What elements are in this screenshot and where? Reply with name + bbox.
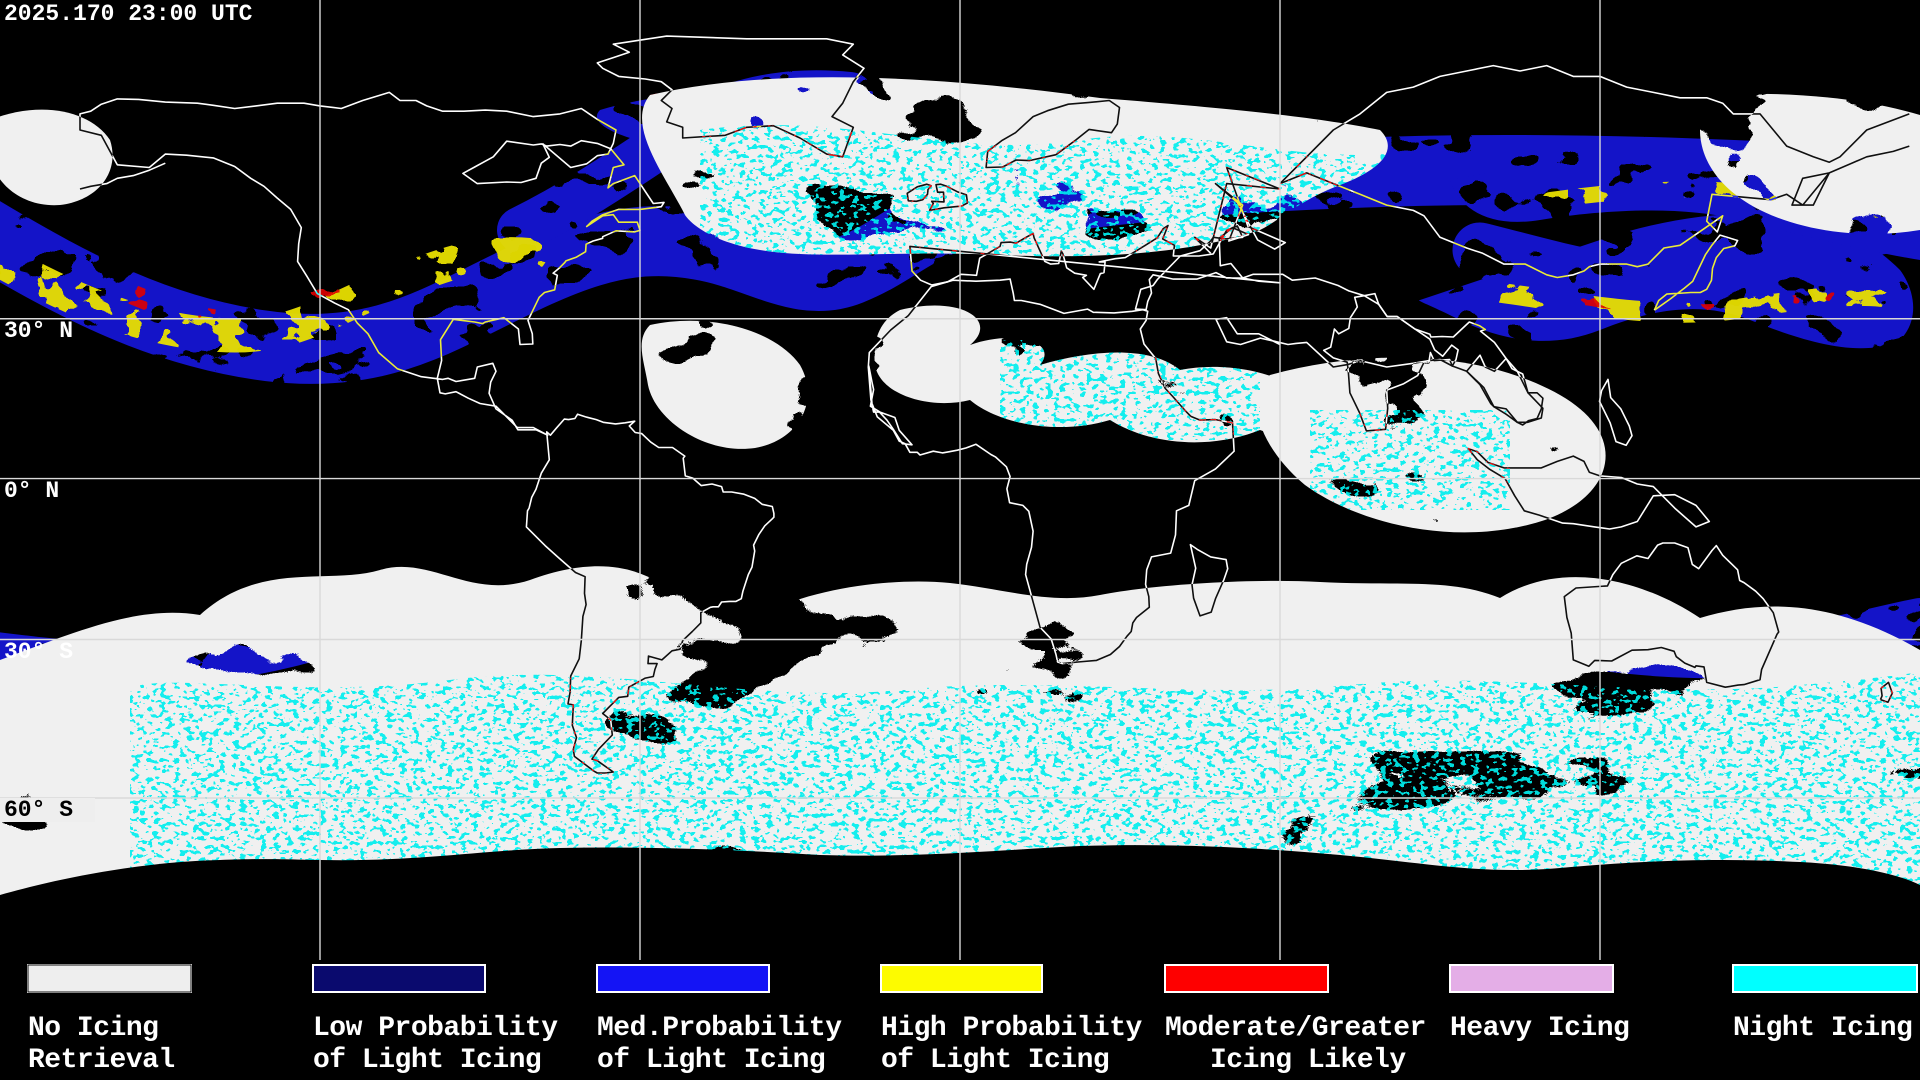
svg-text:Heavy Icing: Heavy Icing xyxy=(1450,1013,1629,1044)
svg-text:of Light Icing: of Light Icing xyxy=(881,1045,1109,1076)
svg-text:2025.170 23:00 UTC: 2025.170 23:00 UTC xyxy=(4,1,253,27)
svg-text:Med.Probability: Med.Probability xyxy=(597,1013,842,1044)
svg-text:Retrieval: Retrieval xyxy=(28,1045,175,1076)
svg-text:Night Icing: Night Icing xyxy=(1733,1013,1912,1044)
svg-text:60° S: 60° S xyxy=(4,797,73,823)
svg-text:No Icing: No Icing xyxy=(28,1013,158,1044)
svg-text:Icing Likely: Icing Likely xyxy=(1210,1045,1406,1076)
svg-text:of Light Icing: of Light Icing xyxy=(313,1045,541,1076)
svg-text:High Probability: High Probability xyxy=(881,1013,1143,1044)
svg-text:30° S: 30° S xyxy=(4,639,73,665)
svg-text:of Light Icing: of Light Icing xyxy=(597,1045,825,1076)
svg-text:Low Probability: Low Probability xyxy=(313,1013,558,1044)
svg-text:30° N: 30° N xyxy=(4,318,73,344)
svg-text:Moderate/Greater: Moderate/Greater xyxy=(1165,1013,1426,1044)
svg-text:0° N: 0° N xyxy=(4,478,59,504)
